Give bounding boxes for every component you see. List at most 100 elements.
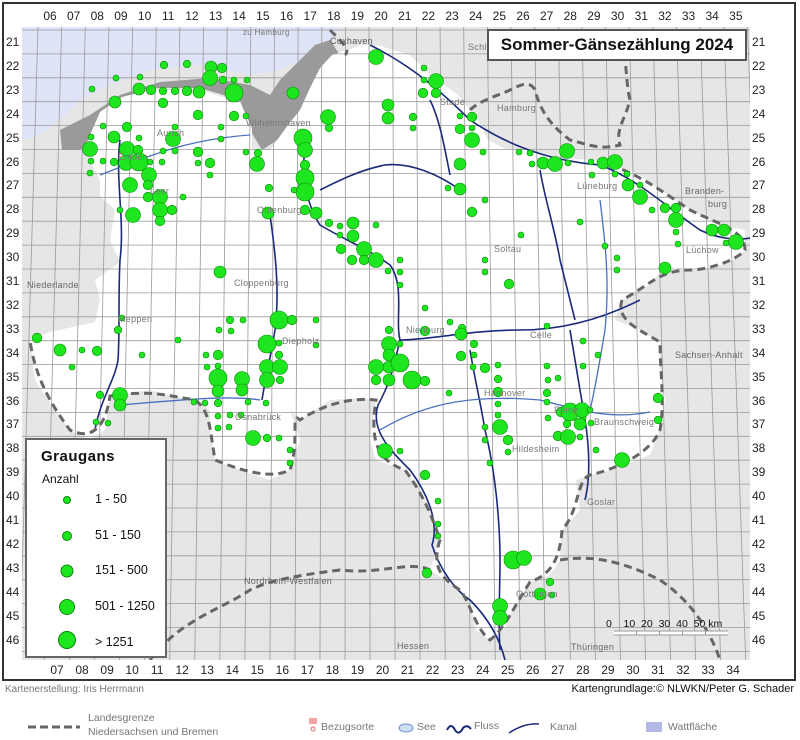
goose-count-dot: [152, 202, 168, 218]
goose-count-dot: [107, 130, 121, 144]
goose-count-dot: [53, 343, 67, 357]
goose-count-dot: [504, 448, 512, 456]
place-label: Hamburg: [497, 103, 537, 113]
goose-count-dot: [445, 389, 453, 397]
map-title: Sommer-Gänsezählung 2024: [487, 29, 747, 61]
row-label-right: 35: [752, 369, 766, 384]
goose-count-dot: [264, 183, 274, 193]
goose-count-dot: [358, 254, 370, 266]
goose-count-dot: [215, 326, 223, 334]
goose-count-dot: [515, 148, 523, 156]
goose-count-dot: [324, 218, 334, 228]
goose-count-dot: [587, 158, 595, 166]
column-label-bottom: 25: [501, 663, 515, 677]
row-label-left: 42: [6, 536, 20, 551]
grid-column-line: [169, 27, 181, 660]
goose-count-dot: [275, 339, 283, 347]
goose-count-dot: [588, 171, 596, 179]
goose-count-dot: [503, 278, 515, 290]
row-label-left: 35: [6, 369, 20, 384]
goose-count-dot: [543, 398, 551, 406]
goose-count-dot: [217, 123, 225, 131]
legend-species: Graugans: [41, 448, 116, 465]
goose-count-dot: [421, 304, 429, 312]
goose-count-dot: [421, 567, 433, 579]
row-label-right: 28: [752, 202, 766, 217]
legend-dot-icon: [58, 631, 76, 649]
goose-count-dot: [211, 384, 225, 398]
legend-place-marker: [310, 726, 316, 732]
place-label: zu Hamburg: [243, 28, 290, 37]
goose-count-dot: [419, 325, 431, 337]
column-label-bottom: 28: [576, 663, 590, 677]
grid-column-line: [676, 27, 696, 660]
place-label: Hannover: [484, 388, 526, 398]
column-label-bottom: 30: [626, 663, 640, 677]
goose-count-dot: [213, 265, 227, 279]
goose-count-dot: [420, 64, 428, 72]
scale-label: 10: [623, 618, 636, 630]
goose-count-dot: [454, 123, 466, 135]
column-label-top: 19: [350, 9, 365, 23]
legend-class-label: > 1251: [95, 635, 134, 649]
grid-column-line: [581, 27, 596, 660]
goose-count-dot: [468, 124, 476, 132]
goose-count-dot: [239, 316, 247, 324]
column-label-top: 17: [303, 9, 317, 23]
column-label-top: 15: [256, 9, 270, 23]
goose-count-dot: [402, 370, 422, 390]
goose-count-dot: [158, 158, 166, 166]
place-label: Goslar: [587, 497, 616, 507]
goose-count-dot: [297, 142, 313, 158]
goose-count-dot: [408, 112, 418, 122]
column-label-top: 06: [43, 9, 57, 23]
column-label-bottom: 22: [425, 663, 440, 677]
place-label: Cloppenburg: [234, 278, 289, 288]
goose-count-dot: [573, 417, 587, 431]
goose-count-dot: [78, 346, 86, 354]
row-label-right: 45: [752, 608, 766, 623]
goose-count-dot: [533, 587, 547, 601]
place-label: Hildesheim: [512, 444, 560, 454]
place-label: Diepholz: [282, 336, 320, 346]
goose-count-dot: [493, 374, 503, 384]
goose-count-dot: [116, 206, 124, 214]
goose-count-dot: [613, 266, 621, 274]
grid-column-line: [244, 27, 252, 660]
goose-count-dot: [95, 390, 105, 400]
column-label-top: 16: [279, 9, 294, 23]
goose-count-dot: [194, 159, 202, 167]
goose-count-dot: [466, 206, 478, 218]
goose-count-dot: [623, 170, 631, 178]
row-label-left: 30: [6, 250, 20, 265]
column-label-top: 11: [162, 9, 175, 23]
column-label-bottom: 20: [375, 663, 390, 677]
goose-count-dot: [479, 148, 487, 156]
row-label-left: 33: [6, 321, 20, 336]
goose-count-dot: [544, 414, 552, 422]
column-label-top: 31: [634, 9, 648, 23]
column-label-bottom: 08: [75, 663, 89, 677]
place-label: Cuxhaven: [330, 36, 373, 46]
legend-dot-icon: [59, 599, 75, 615]
row-label-right: 25: [752, 130, 766, 145]
legend-river-label: Fluss: [474, 720, 500, 732]
column-label-bottom: 10: [125, 663, 139, 677]
column-label-top: 08: [90, 9, 104, 23]
legend-class-label: 151 - 500: [95, 563, 148, 577]
goose-count-dot: [601, 242, 609, 250]
goose-count-dot: [274, 350, 284, 360]
region-label: Niederlande: [27, 280, 79, 290]
goose-count-dot: [286, 314, 298, 326]
column-label-bottom: 17: [300, 663, 315, 677]
grid-column-line: [463, 27, 471, 660]
goose-count-dot: [299, 204, 311, 216]
goose-count-dot: [179, 193, 187, 201]
legend-class-4: 501 - 1250: [27, 597, 165, 617]
legend-dot-icon: [62, 531, 72, 541]
column-label-bottom: 23: [450, 663, 465, 677]
goose-count-dot: [217, 135, 225, 143]
goose-count-dot: [481, 436, 489, 444]
goose-count-dot: [434, 532, 442, 540]
goose-count-dot: [409, 124, 417, 132]
